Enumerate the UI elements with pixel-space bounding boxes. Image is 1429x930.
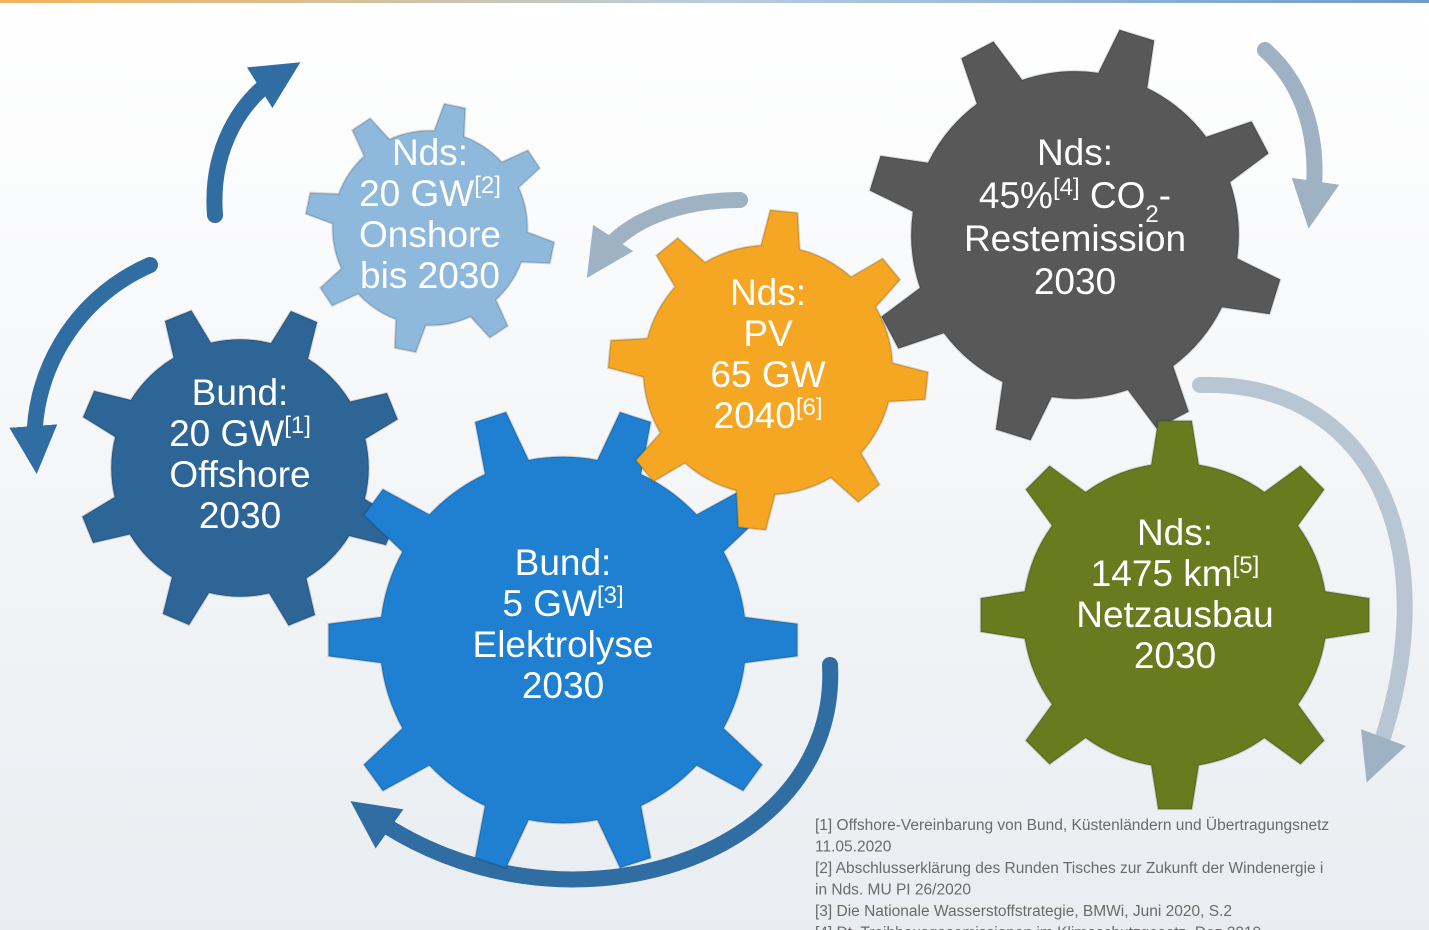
gear <box>304 102 556 354</box>
gear-label: Nds: <box>1137 512 1213 553</box>
label-text: 2030 <box>522 665 604 706</box>
gear-label: 2030 <box>199 495 281 536</box>
arrow <box>350 657 839 888</box>
footnote: [2] Abschlusserklärung des Runden Tische… <box>815 860 1323 877</box>
label-text: Nds: <box>392 132 468 173</box>
gear <box>81 309 399 627</box>
label-sup: [6] <box>796 394 823 421</box>
label-text: Bund: <box>192 372 289 413</box>
label-text: 20 GW <box>169 413 284 454</box>
label-text: Nds: <box>730 272 806 313</box>
label-text: PV <box>743 313 793 354</box>
gear-label: Restemission <box>964 218 1186 259</box>
label-text: 65 GW <box>710 354 825 395</box>
label-sup: [4] <box>1053 174 1080 201</box>
gear-label: Netzausbau <box>1076 594 1273 635</box>
label-text: Nds: <box>1037 132 1113 173</box>
label-text: bis 2030 <box>360 255 500 296</box>
label-text: 1475 km <box>1091 553 1233 594</box>
gear-label: PV <box>743 313 793 354</box>
gear-label: Offshore <box>169 454 310 495</box>
gear-label: 2030 <box>1034 261 1116 302</box>
gear-label: bis 2030 <box>360 255 500 296</box>
top-bar <box>0 0 1429 3</box>
label-sup: [1] <box>284 412 311 439</box>
gear-label: Bund: <box>515 542 612 583</box>
label-text: Netzausbau <box>1076 594 1273 635</box>
arrows <box>9 42 1413 888</box>
label-text: Bund: <box>515 542 612 583</box>
gear-label: 65 GW <box>710 354 825 395</box>
label-text: 20 GW <box>359 173 474 214</box>
label-text: 2030 <box>1134 635 1216 676</box>
label-text: Onshore <box>359 214 501 255</box>
footnote: in Nds. MU PI 26/2020 <box>815 882 971 899</box>
gear <box>868 28 1282 442</box>
footnote: [4] Dt. Treibhausgasemissionen im Klimas… <box>815 925 1261 930</box>
label-sup: [5] <box>1233 552 1260 579</box>
arrow <box>586 192 748 279</box>
gear <box>606 208 930 532</box>
gear <box>327 410 799 870</box>
gear <box>979 419 1371 811</box>
label-text: Elektrolyse <box>473 624 654 665</box>
label-text: 2040 <box>714 395 796 436</box>
gear-label: 2040[6] <box>714 394 823 437</box>
label-text: Restemission <box>964 218 1186 259</box>
gear-label: Elektrolyse <box>473 624 654 665</box>
label-text: 2030 <box>199 495 281 536</box>
arrow <box>1257 42 1340 229</box>
gear-label: 5 GW[3] <box>502 582 623 625</box>
arrow <box>1192 376 1413 783</box>
gear-label: 45%[4] CO2- <box>979 174 1171 228</box>
label-text: - <box>1159 175 1171 216</box>
footnote: 11.05.2020 <box>815 839 892 856</box>
gear-label: Nds: <box>730 272 806 313</box>
gear-label: Onshore <box>359 214 501 255</box>
footnotes: [1] Offshore-Vereinbarung von Bund, Küst… <box>815 816 1329 930</box>
label-text: 5 GW <box>502 583 597 624</box>
gear-label: 2030 <box>1134 635 1216 676</box>
gear-label: 2030 <box>522 665 604 706</box>
gear-label: Bund: <box>192 372 289 413</box>
gear-label: 1475 km[5] <box>1091 552 1260 595</box>
gear-label: Nds: <box>392 132 468 173</box>
gear-label: 20 GW[2] <box>359 172 501 215</box>
arrow <box>206 62 301 223</box>
label-text: Offshore <box>169 454 310 495</box>
label-sup: [2] <box>474 172 501 199</box>
arrow <box>9 257 158 474</box>
label-text: CO <box>1080 175 1146 216</box>
label-sup: [3] <box>597 582 624 609</box>
footnote: [1] Offshore-Vereinbarung von Bund, Küst… <box>815 816 1329 834</box>
footnote: [3] Die Nationale Wasserstoffstrategie, … <box>815 903 1232 920</box>
label-sub: 2 <box>1145 201 1158 228</box>
gear-label: 20 GW[1] <box>169 412 311 455</box>
label-text: 45% <box>979 175 1053 216</box>
gear-label: Nds: <box>1037 132 1113 173</box>
label-text: Nds: <box>1137 512 1213 553</box>
label-text: 2030 <box>1034 261 1116 302</box>
